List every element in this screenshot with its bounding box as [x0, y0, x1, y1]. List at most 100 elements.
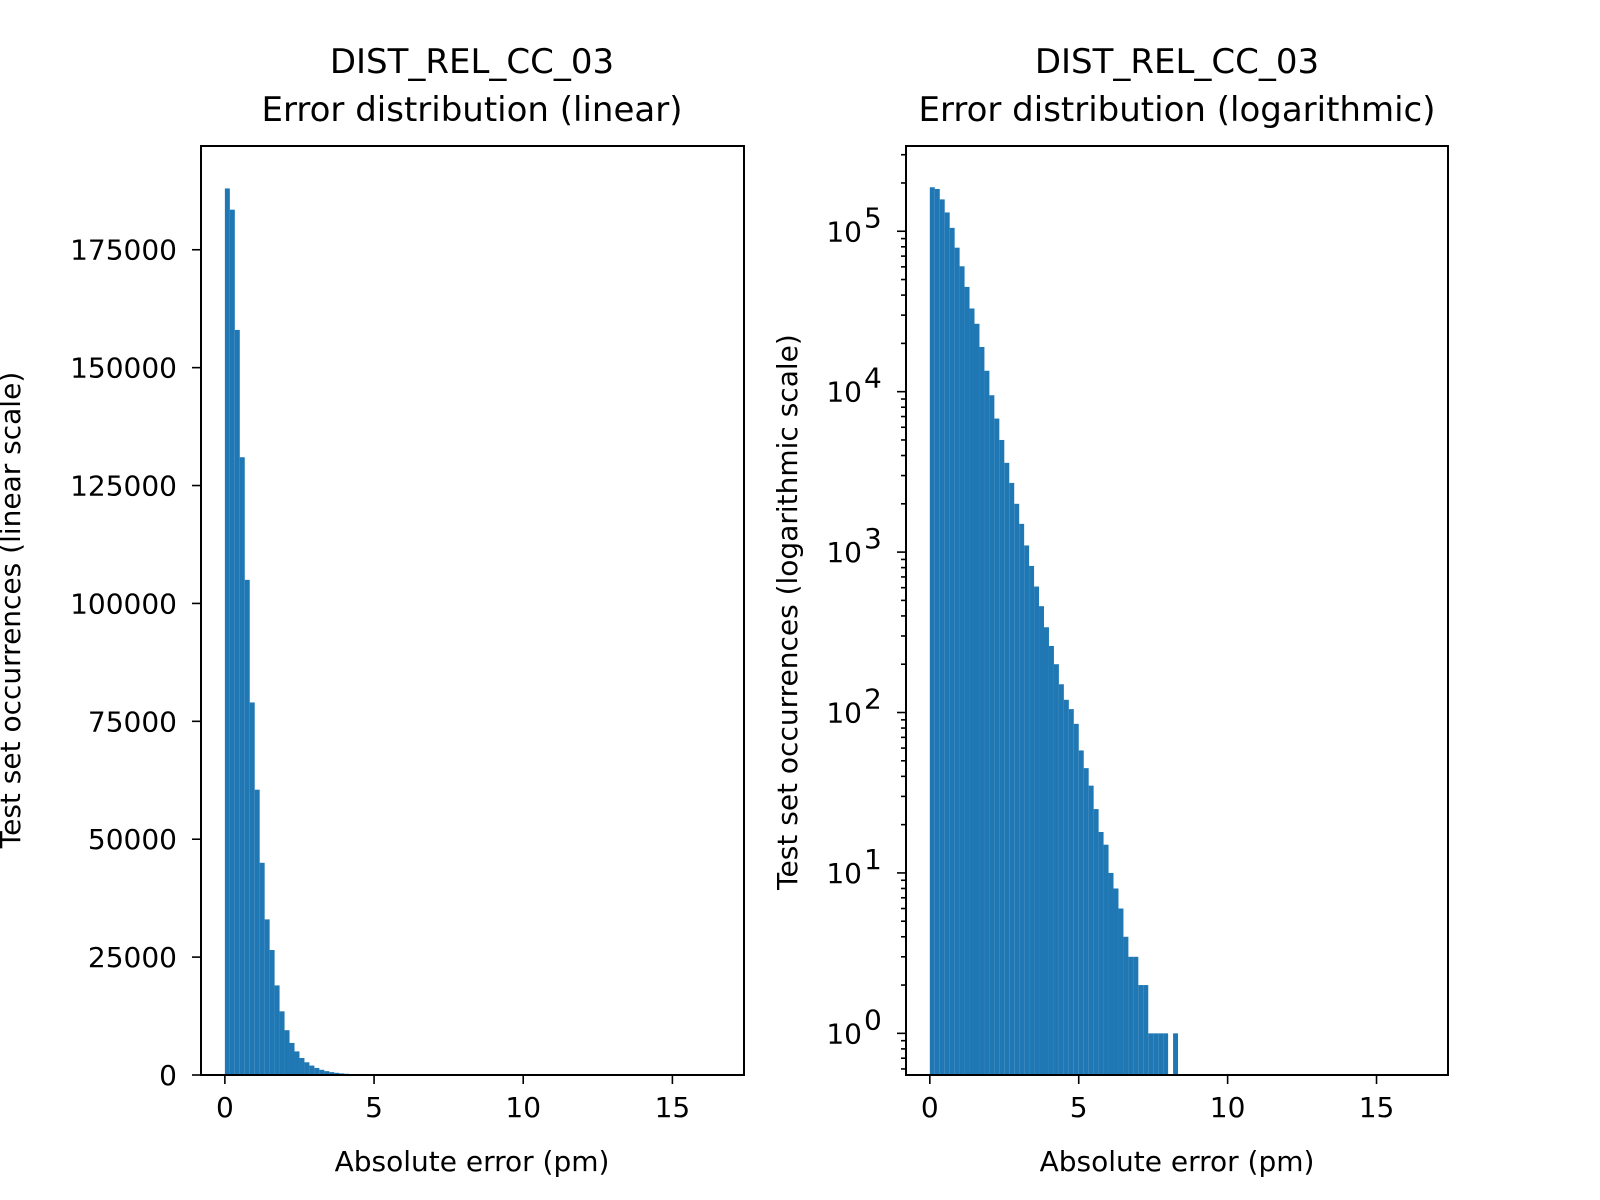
log-bar	[1088, 785, 1094, 1075]
linear-bar	[234, 329, 240, 1075]
log-bar	[1113, 888, 1119, 1075]
log-bars	[929, 187, 1179, 1076]
linear-bar	[239, 457, 245, 1075]
log-bar	[1058, 684, 1064, 1075]
y-tick-label: 50000	[88, 823, 177, 856]
linear-title-line1: DIST_REL_CC_03	[330, 42, 614, 82]
log-bar	[1053, 664, 1059, 1075]
log-bar	[1044, 627, 1049, 1075]
log-bar	[1078, 750, 1084, 1075]
y-tick-label: 10	[826, 1017, 862, 1050]
y-tick-label: 150000	[70, 352, 177, 385]
log-bar	[944, 212, 950, 1075]
y-tick-label: 75000	[88, 705, 177, 738]
log-bar	[1024, 545, 1030, 1075]
linear-bar	[299, 1058, 305, 1075]
log-bar	[994, 418, 1000, 1075]
y-tick-exponent: 0	[864, 1003, 882, 1036]
x-tick-label: 5	[365, 1091, 383, 1124]
log-bar	[1143, 985, 1149, 1075]
log-bar	[974, 323, 980, 1075]
log-bar	[989, 395, 995, 1075]
linear-bar	[314, 1067, 320, 1075]
log-bar	[954, 247, 960, 1075]
log-bar	[999, 439, 1005, 1076]
log-bar	[1148, 1033, 1154, 1075]
x-tick-label: 10	[505, 1091, 541, 1124]
log-bar	[1039, 606, 1044, 1075]
log-bar	[1014, 503, 1020, 1075]
log-x-ticks: 0 5 10 15	[921, 1075, 1394, 1124]
linear-bar	[284, 1030, 290, 1075]
linear-bar	[324, 1071, 330, 1075]
log-bar	[1103, 844, 1109, 1075]
log-bar	[1123, 936, 1129, 1075]
linear-bar	[304, 1062, 310, 1075]
log-bar	[1004, 462, 1010, 1076]
log-bar	[984, 370, 990, 1075]
x-tick-label: 15	[655, 1091, 691, 1124]
linear-bar	[294, 1051, 300, 1075]
linear-bar	[264, 919, 270, 1075]
linear-bar	[319, 1069, 325, 1075]
linear-bar	[309, 1065, 315, 1075]
log-bar	[949, 227, 955, 1076]
linear-bar	[259, 862, 265, 1075]
log-bar	[959, 266, 965, 1075]
x-tick-label: 0	[921, 1091, 939, 1124]
y-tick-exponent: 5	[864, 201, 882, 234]
x-tick-label: 5	[1070, 1091, 1088, 1124]
log-bar	[939, 199, 945, 1075]
log-bar	[1019, 523, 1025, 1075]
log-bar	[964, 286, 970, 1075]
linear-x-axis-label: Absolute error (pm)	[335, 1145, 610, 1178]
log-bar	[1063, 699, 1069, 1075]
linear-histogram-panel: DIST_REL_CC_03 Error distribution (linea…	[0, 42, 745, 1178]
log-bar	[1009, 482, 1015, 1075]
log-bar	[1163, 1033, 1169, 1075]
y-tick-exponent: 1	[864, 843, 882, 876]
y-tick-label: 25000	[88, 941, 177, 974]
linear-bar	[289, 1042, 295, 1075]
log-bar	[1029, 565, 1035, 1075]
log-bar	[929, 187, 935, 1075]
linear-bar	[329, 1072, 335, 1075]
log-bar	[1048, 645, 1054, 1075]
log-title-line1: DIST_REL_CC_03	[1035, 42, 1319, 82]
y-tick-label: 10	[826, 536, 862, 569]
log-bar	[1068, 709, 1074, 1075]
y-tick-label: 125000	[70, 470, 177, 503]
linear-bar	[224, 188, 230, 1075]
y-tick-exponent: 3	[864, 522, 882, 555]
linear-y-axis-label: Test set occurrences (linear scale)	[0, 372, 27, 850]
linear-bar	[279, 1011, 285, 1075]
log-bar	[979, 346, 985, 1076]
log-bar	[1133, 956, 1139, 1075]
log-plot-frame	[905, 145, 1449, 1076]
log-bar	[1098, 831, 1104, 1075]
linear-bar	[229, 209, 235, 1075]
linear-bar	[274, 985, 280, 1075]
log-histogram-panel: DIST_REL_CC_03 Error distribution (logar…	[771, 42, 1449, 1178]
log-bar	[1108, 872, 1114, 1075]
log-title-line2: Error distribution (logarithmic)	[918, 90, 1435, 130]
log-bar	[1118, 908, 1124, 1075]
y-tick-label: 175000	[70, 234, 177, 267]
linear-plot-frame	[200, 145, 745, 1076]
linear-bars	[224, 188, 360, 1075]
y-tick-label: 10	[826, 215, 862, 248]
linear-title-line2: Error distribution (linear)	[262, 90, 683, 130]
x-tick-label: 0	[216, 1091, 234, 1124]
y-tick-label: 10	[826, 697, 862, 730]
y-tick-label: 10	[826, 857, 862, 890]
log-bar	[1073, 723, 1079, 1075]
y-tick-label: 0	[159, 1059, 177, 1092]
linear-bar	[334, 1072, 340, 1075]
y-tick-exponent: 2	[864, 683, 882, 716]
log-bar	[1138, 985, 1144, 1075]
log-bar	[1093, 809, 1099, 1075]
log-bar	[934, 188, 940, 1076]
linear-bar	[244, 579, 250, 1075]
log-bar	[1034, 586, 1040, 1075]
